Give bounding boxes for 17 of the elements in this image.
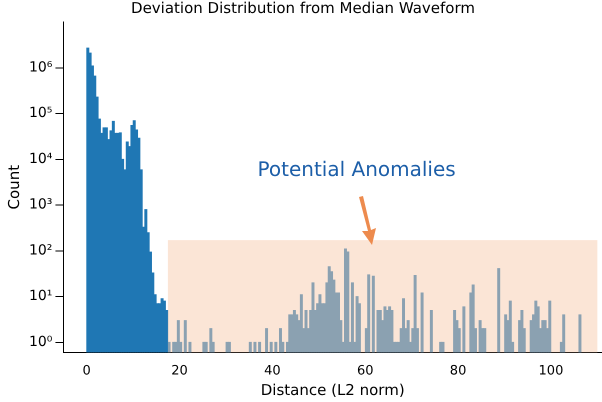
x-tick-label: 40 [264,364,281,379]
x-tick-label: 80 [450,364,466,379]
chart-title: Deviation Distribution from Median Waveform [131,0,475,17]
y-tick-label: 10⁶ [28,59,53,76]
x-tick-label: 100 [538,364,564,379]
y-tick-label: 10³ [28,196,52,213]
y-tick-label: 10⁴ [28,150,53,167]
x-tick-label: 0 [82,364,91,379]
x-axis-title: Distance (L2 norm) [260,380,405,399]
x-tick-label: 60 [356,364,374,379]
y-tick-label: 10⁵ [28,105,52,122]
y-tick-label: 10² [28,242,52,258]
y-axis-title: Count [4,164,23,210]
x-tick-label: 20 [171,364,188,379]
y-tick-label: 10⁰ [28,334,53,350]
y-tick-label: 10¹ [28,288,52,304]
band-label: Potential Anomalies [258,156,456,181]
